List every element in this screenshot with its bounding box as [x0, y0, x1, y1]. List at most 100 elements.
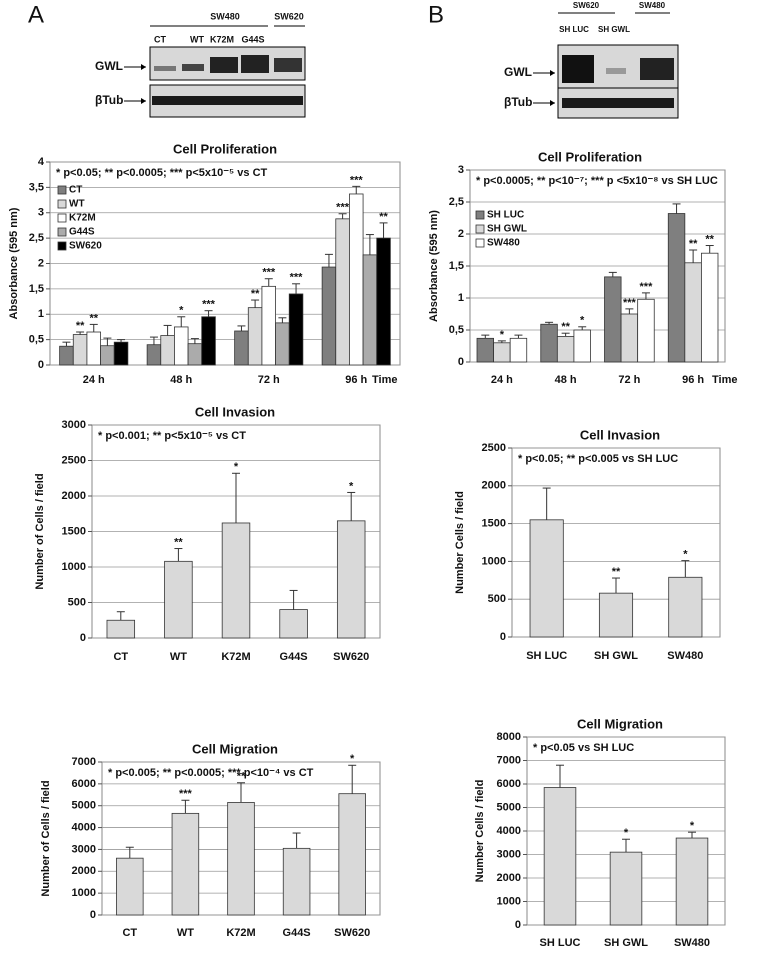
bar	[288, 293, 304, 366]
annotation: * p<0.05 vs SH LUC	[533, 742, 634, 754]
legend-swatch	[475, 210, 485, 220]
significance-label: *	[179, 305, 184, 317]
blot-band	[562, 98, 674, 108]
blot-row-label: βTub	[95, 93, 123, 107]
x-axis-label: Time	[712, 374, 737, 386]
y-axis-label: Number Cells / field	[474, 780, 486, 883]
bar	[684, 262, 702, 363]
y-tick-label: 2500	[482, 442, 506, 454]
bar	[543, 787, 577, 926]
bar	[529, 519, 564, 638]
y-tick-label: 2000	[72, 865, 96, 877]
blot-band	[562, 55, 594, 83]
bar	[187, 343, 203, 366]
significance-label: *	[580, 315, 585, 327]
bar	[476, 337, 494, 363]
x-tick-label: CT	[113, 651, 128, 663]
x-tick-label: CT	[122, 927, 137, 939]
legend-label: G44S	[69, 227, 95, 238]
x-tick-label: SH GWL	[594, 650, 638, 662]
y-tick-label: 3000	[62, 419, 86, 431]
bar	[338, 793, 366, 916]
x-tick-label: 24 h	[491, 374, 513, 386]
blot-lane: G44S	[241, 34, 264, 44]
x-tick-label: WT	[170, 651, 187, 663]
x-tick-label: SH GWL	[604, 937, 648, 949]
significance-label: **	[379, 211, 388, 223]
blot-a: SW480 SW620 CT WT K72M G44S GWL βTub	[95, 11, 306, 118]
x-tick-label: K72M	[226, 927, 255, 939]
chart-title: Cell Migration	[577, 716, 663, 731]
bar	[234, 330, 249, 366]
legend-label: WT	[69, 199, 85, 210]
x-tick-label: 24 h	[83, 374, 105, 386]
annotation: * p<0.05; ** p<0.0005; *** p<5x10⁻⁵ vs C…	[56, 167, 268, 179]
blot-group: SW480	[639, 1, 666, 10]
bar	[509, 337, 528, 363]
bar	[164, 560, 193, 639]
blot-lane: CT	[154, 34, 166, 44]
significance-label: ***	[262, 267, 276, 279]
bar	[247, 307, 263, 366]
y-tick-label: 0,5	[29, 334, 44, 346]
bar	[100, 345, 115, 366]
x-tick-label: 96 h	[682, 374, 704, 386]
bar	[675, 837, 709, 926]
y-tick-label: 500	[68, 596, 86, 608]
legend-swatch	[57, 241, 67, 251]
legend-label: SH GWL	[487, 224, 527, 235]
y-tick-label: 2500	[62, 454, 86, 466]
bar	[604, 276, 622, 363]
y-tick-label: 4000	[72, 821, 96, 833]
chart-title: Cell Invasion	[580, 427, 660, 442]
significance-label: ***	[290, 272, 304, 284]
blot-band	[274, 58, 302, 72]
y-tick-label: 7000	[72, 756, 96, 768]
x-tick-label: SH LUC	[526, 650, 567, 662]
bar	[72, 334, 88, 366]
significance-label: **	[689, 238, 698, 250]
bar	[86, 331, 101, 366]
bar	[701, 252, 719, 363]
x-tick-label: WT	[177, 927, 194, 939]
y-tick-label: 5000	[72, 800, 96, 812]
y-tick-label: 0,5	[449, 324, 464, 336]
bar	[116, 857, 144, 916]
bar	[227, 802, 255, 916]
bar	[146, 344, 162, 366]
legend-swatch	[475, 238, 485, 248]
blot-lane: SH GWL	[598, 25, 630, 34]
significance-label: ***	[179, 788, 193, 800]
blot-row-label: βTub	[504, 95, 532, 109]
blot-group: SW620	[274, 11, 304, 21]
significance-label: **	[561, 321, 570, 333]
y-tick-label: 1000	[62, 561, 86, 573]
y-tick-label: 1,5	[29, 283, 44, 295]
arrow-head	[550, 70, 555, 76]
significance-label: **	[89, 312, 98, 324]
arrow-head	[141, 64, 146, 70]
bar	[321, 266, 337, 366]
blot-b: SW620 SW480 SH LUC SH GWL GWL βTub	[504, 1, 679, 119]
bar	[106, 619, 136, 639]
significance-label: *	[350, 753, 355, 765]
x-tick-label: SW620	[333, 651, 369, 663]
significance-label: **	[237, 771, 246, 783]
bar	[637, 298, 655, 363]
chart-title: Cell Proliferation	[173, 141, 277, 156]
y-axis-label: Absorbance (595 nm)	[428, 210, 440, 322]
y-tick-label: 2,5	[29, 232, 44, 244]
blot-band	[182, 64, 204, 71]
blot-row-label: GWL	[504, 65, 532, 79]
legend-swatch	[57, 185, 67, 195]
x-tick-label: G44S	[280, 651, 308, 663]
y-tick-label: 2	[458, 228, 464, 240]
bar	[221, 522, 251, 639]
annotation: * p<0.001; ** p<5x10⁻⁵ vs CT	[98, 430, 246, 442]
bar	[349, 193, 364, 366]
blot-band	[210, 57, 238, 73]
bar	[609, 851, 643, 926]
significance-label: *	[234, 461, 239, 473]
bar	[160, 335, 175, 366]
